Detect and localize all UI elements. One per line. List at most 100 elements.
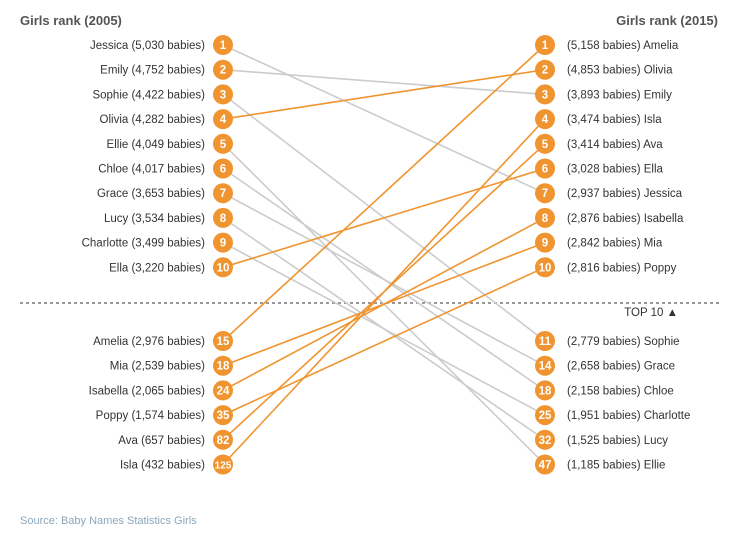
right-row-ava[interactable]: (3,414 babies) Ava 5: [535, 133, 663, 154]
left-row-lucy[interactable]: Lucy (3,534 babies) 8: [104, 207, 233, 228]
left-row-charlotte[interactable]: Charlotte (3,499 babies) 9: [82, 232, 233, 253]
left-rank-badge-lucy: [213, 207, 233, 228]
right-row-isabella[interactable]: (2,876 babies) Isabella 8: [535, 207, 684, 228]
right-rank-badge-isabella: [535, 207, 555, 228]
right-label-ella: (3,028 babies) Ella: [567, 164, 663, 176]
right-rank-number-isla: 4: [542, 114, 549, 126]
left-rank-badge-sophie: [213, 84, 233, 105]
right-rank-badge-olivia: [535, 59, 555, 80]
connector-line-isla: [222, 118, 546, 466]
right-rank-badge-poppy: [535, 257, 555, 278]
right-rank-badge-amelia: [535, 35, 555, 55]
left-rank-badge-isabella: [213, 380, 233, 401]
left-row-mia[interactable]: Mia (2,539 babies) 18: [110, 355, 233, 376]
right-row-ella[interactable]: (3,028 babies) Ella 6: [535, 158, 663, 179]
left-rank-badge-ella: [213, 257, 233, 278]
right-row-lucy[interactable]: (1,525 babies) Lucy 32: [535, 429, 668, 450]
left-rank-badge-emily: [213, 59, 233, 80]
right-row-sophie[interactable]: (2,779 babies) Sophie 11: [535, 331, 680, 351]
connector-line-isabella: [222, 217, 546, 392]
source-note[interactable]: Source: Baby Names Statistics Girls: [20, 515, 197, 527]
left-rank-badge-poppy: [213, 405, 233, 426]
right-row-olivia[interactable]: (4,853 babies) Olivia 2: [535, 59, 673, 80]
right-row-amelia[interactable]: (5,158 babies) Amelia 1: [535, 35, 679, 55]
left-row-ellie[interactable]: Ellie (4,049 babies) 5: [107, 133, 233, 154]
left-row-jessica[interactable]: Jessica (5,030 babies) 1: [90, 35, 233, 55]
left-rank-badge-mia: [213, 355, 233, 376]
right-row-mia[interactable]: (2,842 babies) Mia 9: [535, 232, 663, 253]
right-label-mia: (2,842 babies) Mia: [567, 238, 663, 250]
left-rank-number-ella: 10: [217, 262, 230, 274]
left-row-ella[interactable]: Ella (3,220 babies) 10: [109, 257, 233, 278]
left-rank-number-lucy: 8: [220, 213, 227, 225]
left-row-sophie[interactable]: Sophie (4,422 babies) 3: [92, 84, 233, 105]
left-rank-badge-ellie: [213, 133, 233, 154]
left-row-poppy[interactable]: Poppy (1,574 babies) 35: [96, 405, 233, 426]
top10-label: TOP 10 ▲: [624, 307, 678, 319]
left-rank-badge-charlotte: [213, 232, 233, 253]
left-rank-number-emily: 2: [220, 65, 226, 77]
right-row-jessica[interactable]: (2,937 babies) Jessica 7: [535, 183, 683, 204]
left-rank-number-olivia: 4: [220, 114, 227, 126]
left-row-ava[interactable]: Ava (657 babies) 82: [118, 429, 233, 450]
left-label-grace: Grace (3,653 babies): [97, 188, 205, 200]
left-rank-number-poppy: 35: [217, 410, 230, 422]
left-row-grace[interactable]: Grace (3,653 babies) 7: [97, 183, 233, 204]
right-column: (5,158 babies) Amelia 1 (4,853 babies) Oli…: [535, 35, 690, 475]
left-rank-badge-isla: [213, 454, 233, 475]
right-rank-number-jessica: 7: [542, 188, 548, 200]
right-row-isla[interactable]: (3,474 babies) Isla 4: [535, 109, 662, 130]
left-rank-number-grace: 7: [220, 188, 226, 200]
left-label-isabella: Isabella (2,065 babies): [89, 385, 206, 397]
left-label-emily: Emily (4,752 babies): [100, 65, 205, 77]
right-rank-badge-emily: [535, 84, 555, 105]
right-row-poppy[interactable]: (2,816 babies) Poppy 10: [535, 257, 677, 278]
right-label-lucy: (1,525 babies) Lucy: [567, 435, 668, 447]
right-rank-badge-ava: [535, 133, 555, 154]
right-row-emily[interactable]: (3,893 babies) Emily 3: [535, 84, 672, 105]
right-row-charlotte[interactable]: (1,951 babies) Charlotte 25: [535, 405, 690, 426]
right-row-chloe[interactable]: (2,158 babies) Chloe 18: [535, 380, 674, 401]
left-row-chloe[interactable]: Chloe (4,017 babies) 6: [98, 158, 233, 179]
right-rank-badge-jessica: [535, 183, 555, 204]
left-label-olivia: Olivia (4,282 babies): [100, 114, 206, 126]
left-row-amelia[interactable]: Amelia (2,976 babies) 15: [93, 331, 233, 351]
right-label-emily: (3,893 babies) Emily: [567, 89, 672, 101]
left-label-sophie: Sophie (4,422 babies): [92, 89, 205, 101]
right-rank-badge-grace: [535, 355, 555, 376]
right-rank-number-sophie: 11: [539, 336, 552, 348]
connector-lines: [222, 44, 546, 466]
right-label-isabella: (2,876 babies) Isabella: [567, 213, 684, 225]
left-rank-number-ellie: 5: [220, 139, 227, 151]
left-label-poppy: Poppy (1,574 babies): [96, 410, 205, 422]
right-rank-number-lucy: 32: [539, 435, 552, 447]
left-rank-number-charlotte: 9: [220, 238, 226, 250]
right-rank-number-amelia: 1: [542, 40, 549, 52]
right-rank-number-olivia: 2: [542, 65, 548, 77]
left-rank-badge-ava: [213, 429, 233, 450]
right-label-isla: (3,474 babies) Isla: [567, 114, 662, 126]
right-label-grace: (2,658 babies) Grace: [567, 361, 675, 373]
left-header: Girls rank (2005): [20, 13, 122, 28]
left-row-isla[interactable]: Isla (432 babies) 125: [120, 454, 233, 475]
right-header: Girls rank (2015): [616, 13, 718, 28]
left-rank-number-amelia: 15: [217, 336, 230, 348]
right-rank-number-mia: 9: [542, 238, 548, 250]
right-label-olivia: (4,853 babies) Olivia: [567, 65, 673, 77]
connector-line-emily: [222, 68, 546, 96]
right-row-ellie[interactable]: (1,185 babies) Ellie 47: [535, 454, 665, 475]
left-row-emily[interactable]: Emily (4,752 babies) 2: [100, 59, 233, 80]
left-label-jessica: Jessica (5,030 babies): [90, 40, 205, 52]
left-rank-number-sophie: 3: [220, 89, 226, 101]
right-row-grace[interactable]: (2,658 babies) Grace 14: [535, 355, 675, 376]
right-rank-badge-charlotte: [535, 405, 555, 426]
left-label-isla: Isla (432 babies): [120, 460, 205, 472]
left-label-ava: Ava (657 babies): [118, 435, 205, 447]
connector-line-jessica: [222, 44, 546, 194]
left-rank-number-chloe: 6: [220, 164, 226, 176]
left-row-isabella[interactable]: Isabella (2,065 babies) 24: [89, 380, 233, 401]
left-label-lucy: Lucy (3,534 babies): [104, 213, 205, 225]
left-row-olivia[interactable]: Olivia (4,282 babies) 4: [100, 109, 233, 130]
right-rank-number-ella: 6: [542, 164, 548, 176]
connector-line-poppy: [222, 266, 546, 416]
